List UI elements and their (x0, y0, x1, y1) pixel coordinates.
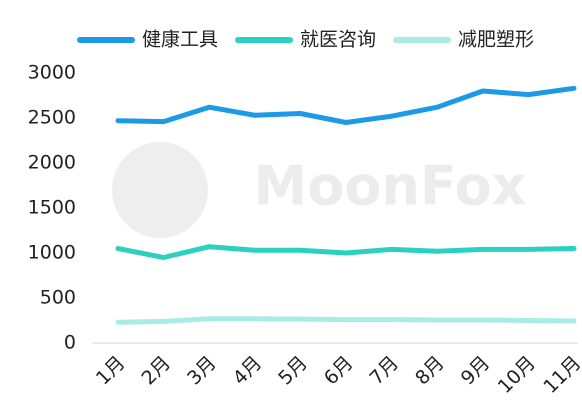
series-line (115, 316, 577, 325)
x-tick-label: 3月 (183, 352, 221, 390)
y-tick-label: 1500 (28, 197, 76, 219)
x-tick-label: 4月 (229, 352, 267, 390)
y-tick-label: 2000 (28, 152, 76, 174)
x-tick-label: 11月 (539, 352, 582, 398)
series-line (115, 85, 577, 125)
x-tick-label: 8月 (411, 352, 449, 390)
x-tick-label: 1月 (92, 352, 130, 390)
y-tick-label: 3000 (28, 62, 76, 84)
watermark-logo (112, 142, 208, 238)
x-tick-label: 10月 (494, 352, 540, 398)
x-tick-label: 5月 (274, 352, 312, 390)
y-tick-label: 500 (40, 287, 76, 309)
legend-label: 减肥塑形 (458, 29, 534, 51)
y-tick-label: 0 (64, 332, 76, 354)
legend-label: 健康工具 (142, 29, 218, 51)
legend-label: 就医咨询 (300, 29, 376, 51)
x-tick-label: 9月 (457, 352, 495, 390)
y-tick-label: 1000 (28, 242, 76, 264)
x-tick-label: 7月 (365, 352, 403, 390)
y-tick-label: 2500 (28, 107, 76, 129)
watermark: MoonFox (253, 155, 526, 218)
series-line (115, 244, 577, 260)
x-tick-label: 2月 (137, 352, 175, 390)
x-tick-label: 6月 (320, 352, 358, 390)
